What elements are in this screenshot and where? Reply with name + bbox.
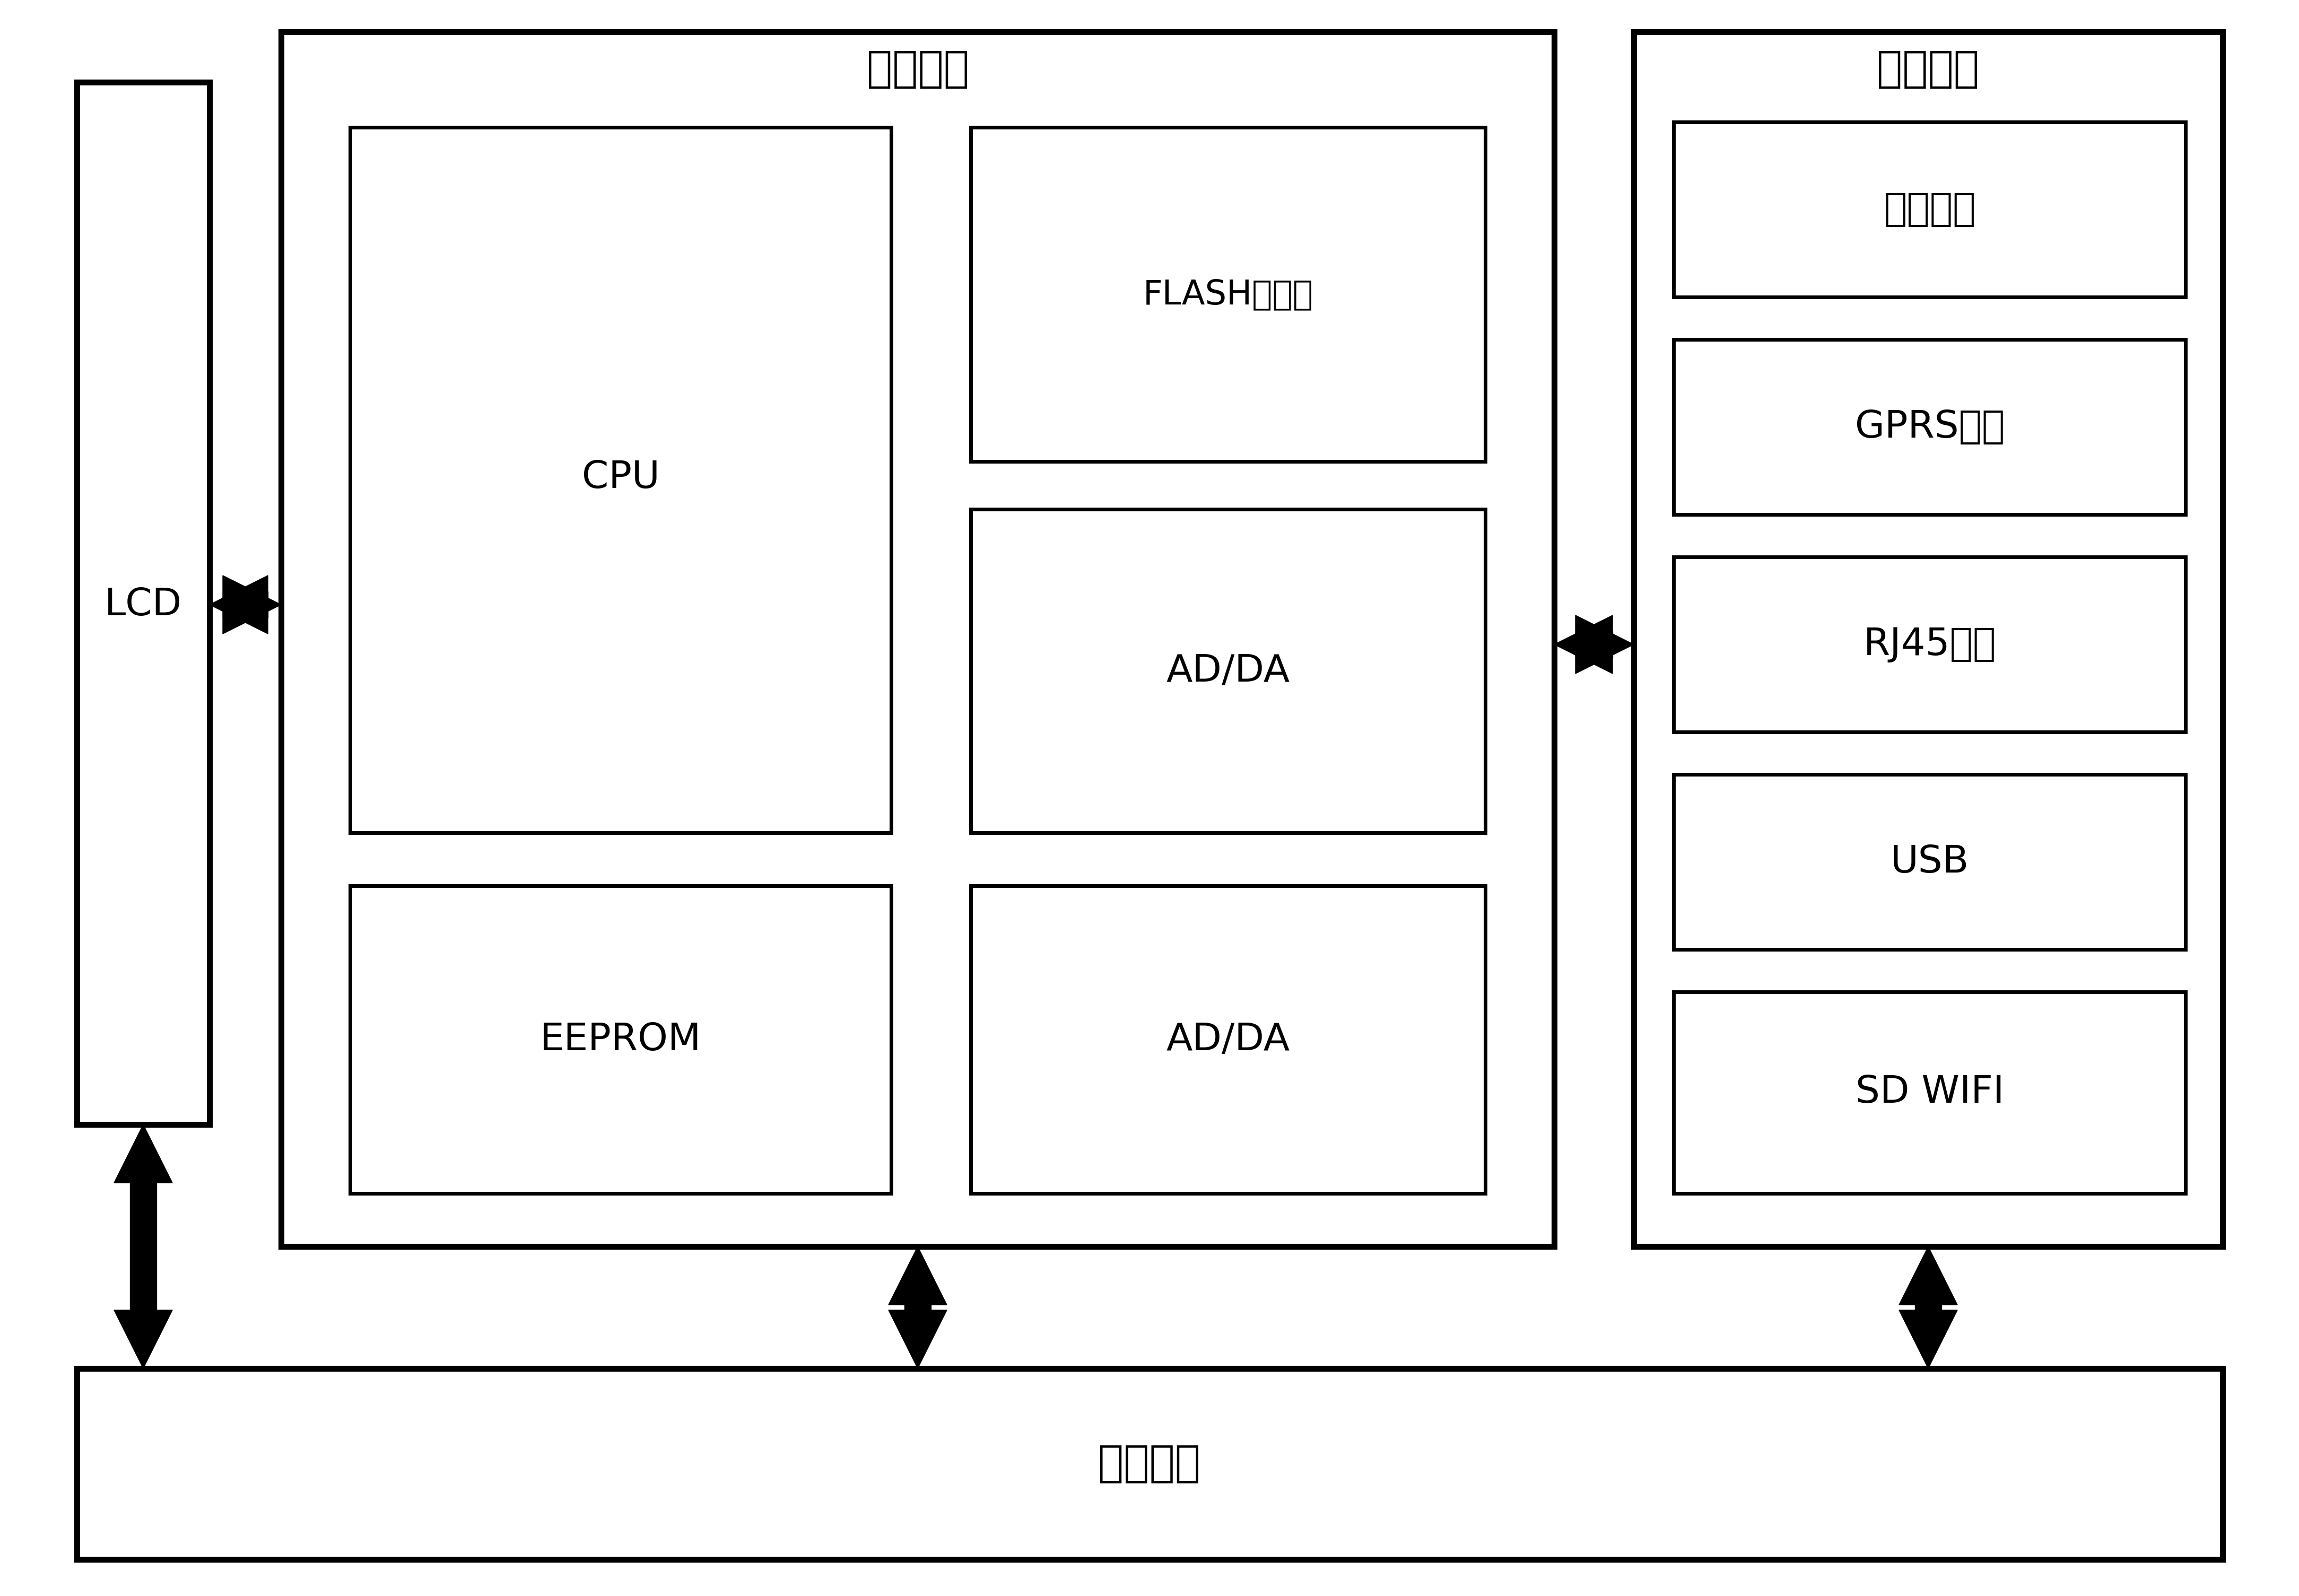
Text: AD/DA: AD/DA <box>1166 1021 1290 1058</box>
Text: 串口模块: 串口模块 <box>1883 192 1975 228</box>
Bar <box>1674 340 2186 514</box>
Text: GPRS模块: GPRS模块 <box>1855 409 2005 445</box>
Bar <box>349 886 892 1194</box>
Bar <box>76 83 209 1125</box>
Text: 网关主板: 网关主板 <box>867 48 968 89</box>
Bar <box>1575 630 1612 658</box>
Bar <box>1674 557 2186 733</box>
Bar <box>1915 1306 1940 1310</box>
Bar <box>1674 991 2186 1194</box>
Polygon shape <box>115 1310 172 1368</box>
Polygon shape <box>115 1125 172 1183</box>
Text: LCD: LCD <box>103 586 182 622</box>
Bar <box>223 592 269 618</box>
Text: USB: USB <box>1890 844 1970 881</box>
Text: 电源模块: 电源模块 <box>1099 1443 1200 1484</box>
Text: AD/DA: AD/DA <box>1166 653 1290 689</box>
Bar <box>280 32 1554 1246</box>
Polygon shape <box>1899 1246 1956 1306</box>
Text: SD WIFI: SD WIFI <box>1855 1074 2005 1111</box>
Text: CPU: CPU <box>582 460 660 496</box>
Polygon shape <box>223 576 280 634</box>
Bar <box>904 1306 931 1310</box>
Bar <box>76 1368 2223 1559</box>
Bar <box>1674 121 2186 297</box>
Bar <box>970 509 1485 833</box>
Bar <box>970 886 1485 1194</box>
Text: RJ45网口: RJ45网口 <box>1864 626 1996 662</box>
Bar <box>1674 774 2186 950</box>
Polygon shape <box>1575 616 1635 674</box>
Polygon shape <box>1554 616 1612 674</box>
Polygon shape <box>209 576 269 634</box>
Text: 外围接口: 外围接口 <box>1876 48 1979 89</box>
Bar <box>349 128 892 833</box>
Text: EEPROM: EEPROM <box>540 1021 701 1058</box>
Polygon shape <box>887 1246 947 1306</box>
Bar <box>131 1183 156 1310</box>
Polygon shape <box>887 1310 947 1368</box>
Bar <box>970 128 1485 461</box>
Text: FLASH存储器: FLASH存储器 <box>1143 278 1313 311</box>
Polygon shape <box>1899 1310 1956 1368</box>
Bar <box>1635 32 2223 1246</box>
